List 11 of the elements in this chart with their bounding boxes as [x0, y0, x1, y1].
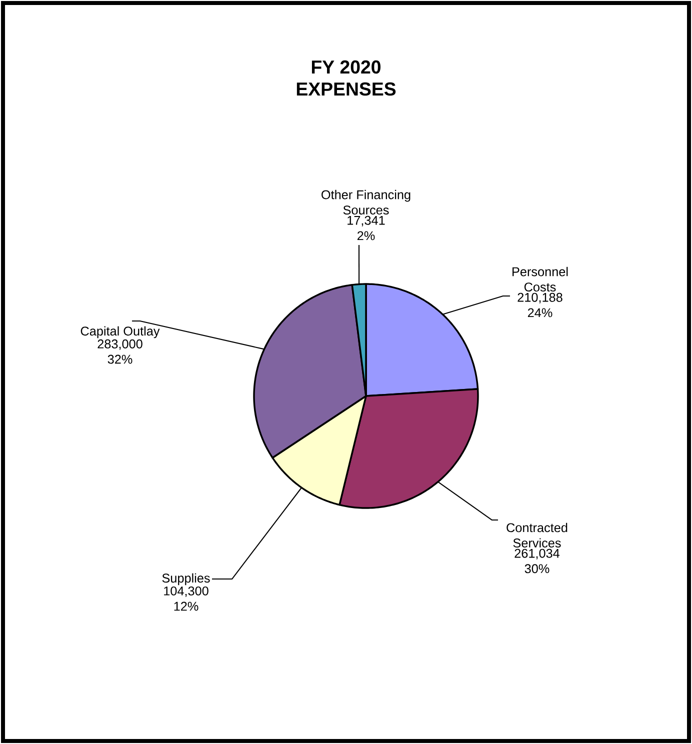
data-label: 104,300 12%: [164, 586, 208, 611]
data-label: 17,341 2%: [348, 216, 385, 240]
data-label: 261,034 30%: [514, 548, 560, 574]
slice-label: Personnel Costs: [512, 266, 568, 292]
chart-title: FY 2020 EXPENSES: [296, 60, 396, 96]
slice-label: Other Financing Sources: [322, 190, 410, 215]
slice-label: Supplies: [162, 573, 210, 586]
slice-label: Capital Outlay: [80, 326, 160, 338]
slice-label: Contracted Services: [506, 522, 568, 548]
data-label: 283,000 32%: [98, 339, 142, 364]
data-label: 210,188 24%: [518, 292, 562, 318]
